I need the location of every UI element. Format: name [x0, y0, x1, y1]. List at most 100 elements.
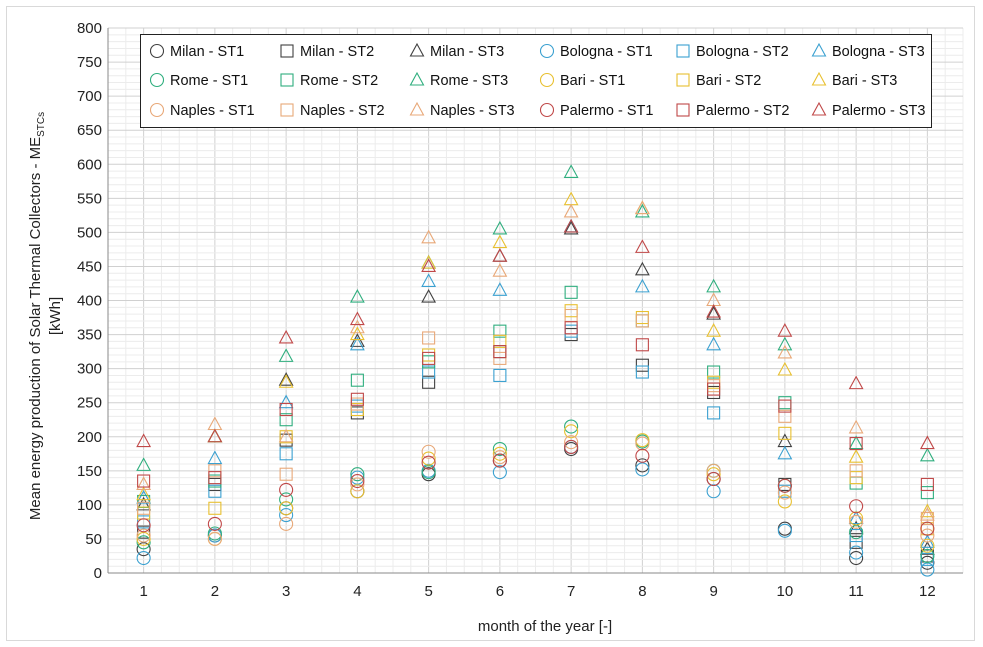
legend-marker: [149, 43, 165, 59]
legend-marker: [811, 42, 827, 57]
data-point: [848, 510, 864, 525]
x-tick-label: 7: [567, 583, 575, 600]
data-point: [137, 474, 151, 488]
data-point: [278, 372, 294, 386]
data-point: [920, 528, 935, 543]
legend-label: Bari - ST3: [832, 73, 897, 89]
data-point: [422, 365, 436, 379]
data-point: [278, 374, 294, 388]
data-point: [778, 426, 792, 440]
data-point: [635, 365, 649, 379]
data-point: [136, 433, 152, 448]
data-point: [492, 465, 507, 480]
data-point: [208, 471, 222, 485]
data-point: [207, 450, 223, 465]
data-point: [777, 494, 792, 509]
data-point: [564, 435, 579, 450]
data-point: [492, 450, 507, 465]
data-point: [777, 478, 792, 493]
series: [137, 321, 934, 491]
data-point: [208, 464, 222, 478]
y-tick-label: 100: [77, 497, 102, 514]
data-point: [279, 501, 294, 516]
data-point: [778, 409, 792, 423]
data-point: [563, 220, 579, 235]
x-tick-label: 6: [496, 583, 504, 600]
data-point: [421, 229, 437, 244]
data-point: [279, 482, 294, 497]
data-point: [278, 348, 294, 362]
data-point: [492, 248, 508, 262]
data-point: [421, 465, 436, 480]
data-point: [635, 358, 649, 372]
legend-item: Bologna - ST1: [539, 43, 653, 60]
data-point: [849, 464, 863, 478]
data-point: [848, 449, 864, 463]
legend-item: Milan - ST2: [280, 44, 374, 60]
data-point: [919, 435, 935, 450]
legend-item: Bari - ST2: [676, 73, 761, 89]
y-tick-label: 800: [77, 20, 102, 37]
series: [136, 200, 935, 521]
series: [136, 424, 935, 553]
legend-label: Naples - ST1: [170, 103, 255, 119]
data-point: [563, 218, 579, 233]
data-point: [349, 288, 365, 303]
data-point: [136, 531, 151, 546]
legend-item: Rome - ST2: [280, 73, 378, 89]
legend-label: Palermo - ST3: [832, 103, 925, 119]
x-tick-label: 12: [919, 583, 936, 600]
legend-marker: [280, 103, 294, 117]
data-point: [564, 439, 579, 455]
y-tick-label: 600: [77, 156, 102, 173]
data-point: [421, 455, 436, 470]
series: [136, 435, 935, 546]
data-point: [279, 447, 293, 461]
data-point: [707, 406, 721, 420]
legend-item: Naples - ST3: [409, 101, 515, 119]
legend-item: Bologna - ST3: [811, 42, 925, 60]
data-point: [421, 288, 437, 303]
data-point: [350, 392, 364, 406]
data-point: [279, 492, 294, 507]
series: [136, 218, 935, 450]
data-point: [207, 526, 222, 541]
legend-item: Palermo - ST3: [811, 101, 925, 119]
data-point: [777, 336, 793, 351]
legend-label: Naples - ST2: [300, 103, 385, 119]
data-point: [706, 463, 721, 478]
y-tick-label: 300: [77, 361, 102, 378]
legend-item: Palermo - ST2: [676, 103, 789, 119]
legend-label: Milan - ST2: [300, 44, 374, 60]
y-tick-label: 150: [77, 463, 102, 480]
data-point: [421, 254, 437, 269]
legend-marker: [409, 71, 425, 86]
data-point: [136, 476, 152, 490]
axes: [107, 28, 963, 574]
data-point: [634, 203, 650, 218]
data-point: [279, 402, 293, 417]
data-points: [136, 164, 935, 577]
y-tick-label: 550: [77, 190, 102, 207]
data-point: [493, 351, 507, 365]
data-point: [563, 164, 579, 178]
data-point: [635, 338, 649, 352]
data-point: [707, 365, 721, 379]
legend-marker: [676, 103, 690, 117]
data-point: [777, 344, 793, 359]
data-point: [777, 361, 793, 376]
data-point: [920, 477, 934, 491]
data-point: [493, 334, 507, 348]
y-tick-label: 200: [77, 429, 102, 446]
data-point: [706, 471, 721, 487]
legend-marker: [539, 72, 555, 88]
data-point: [920, 521, 935, 536]
data-point: [350, 477, 365, 492]
data-point: [207, 531, 222, 546]
legend-marker: [409, 42, 425, 57]
legend-item: Bari - ST1: [539, 72, 625, 89]
data-point: [706, 484, 721, 499]
data-point: [136, 489, 152, 504]
data-point: [849, 437, 863, 451]
data-point: [421, 444, 436, 459]
